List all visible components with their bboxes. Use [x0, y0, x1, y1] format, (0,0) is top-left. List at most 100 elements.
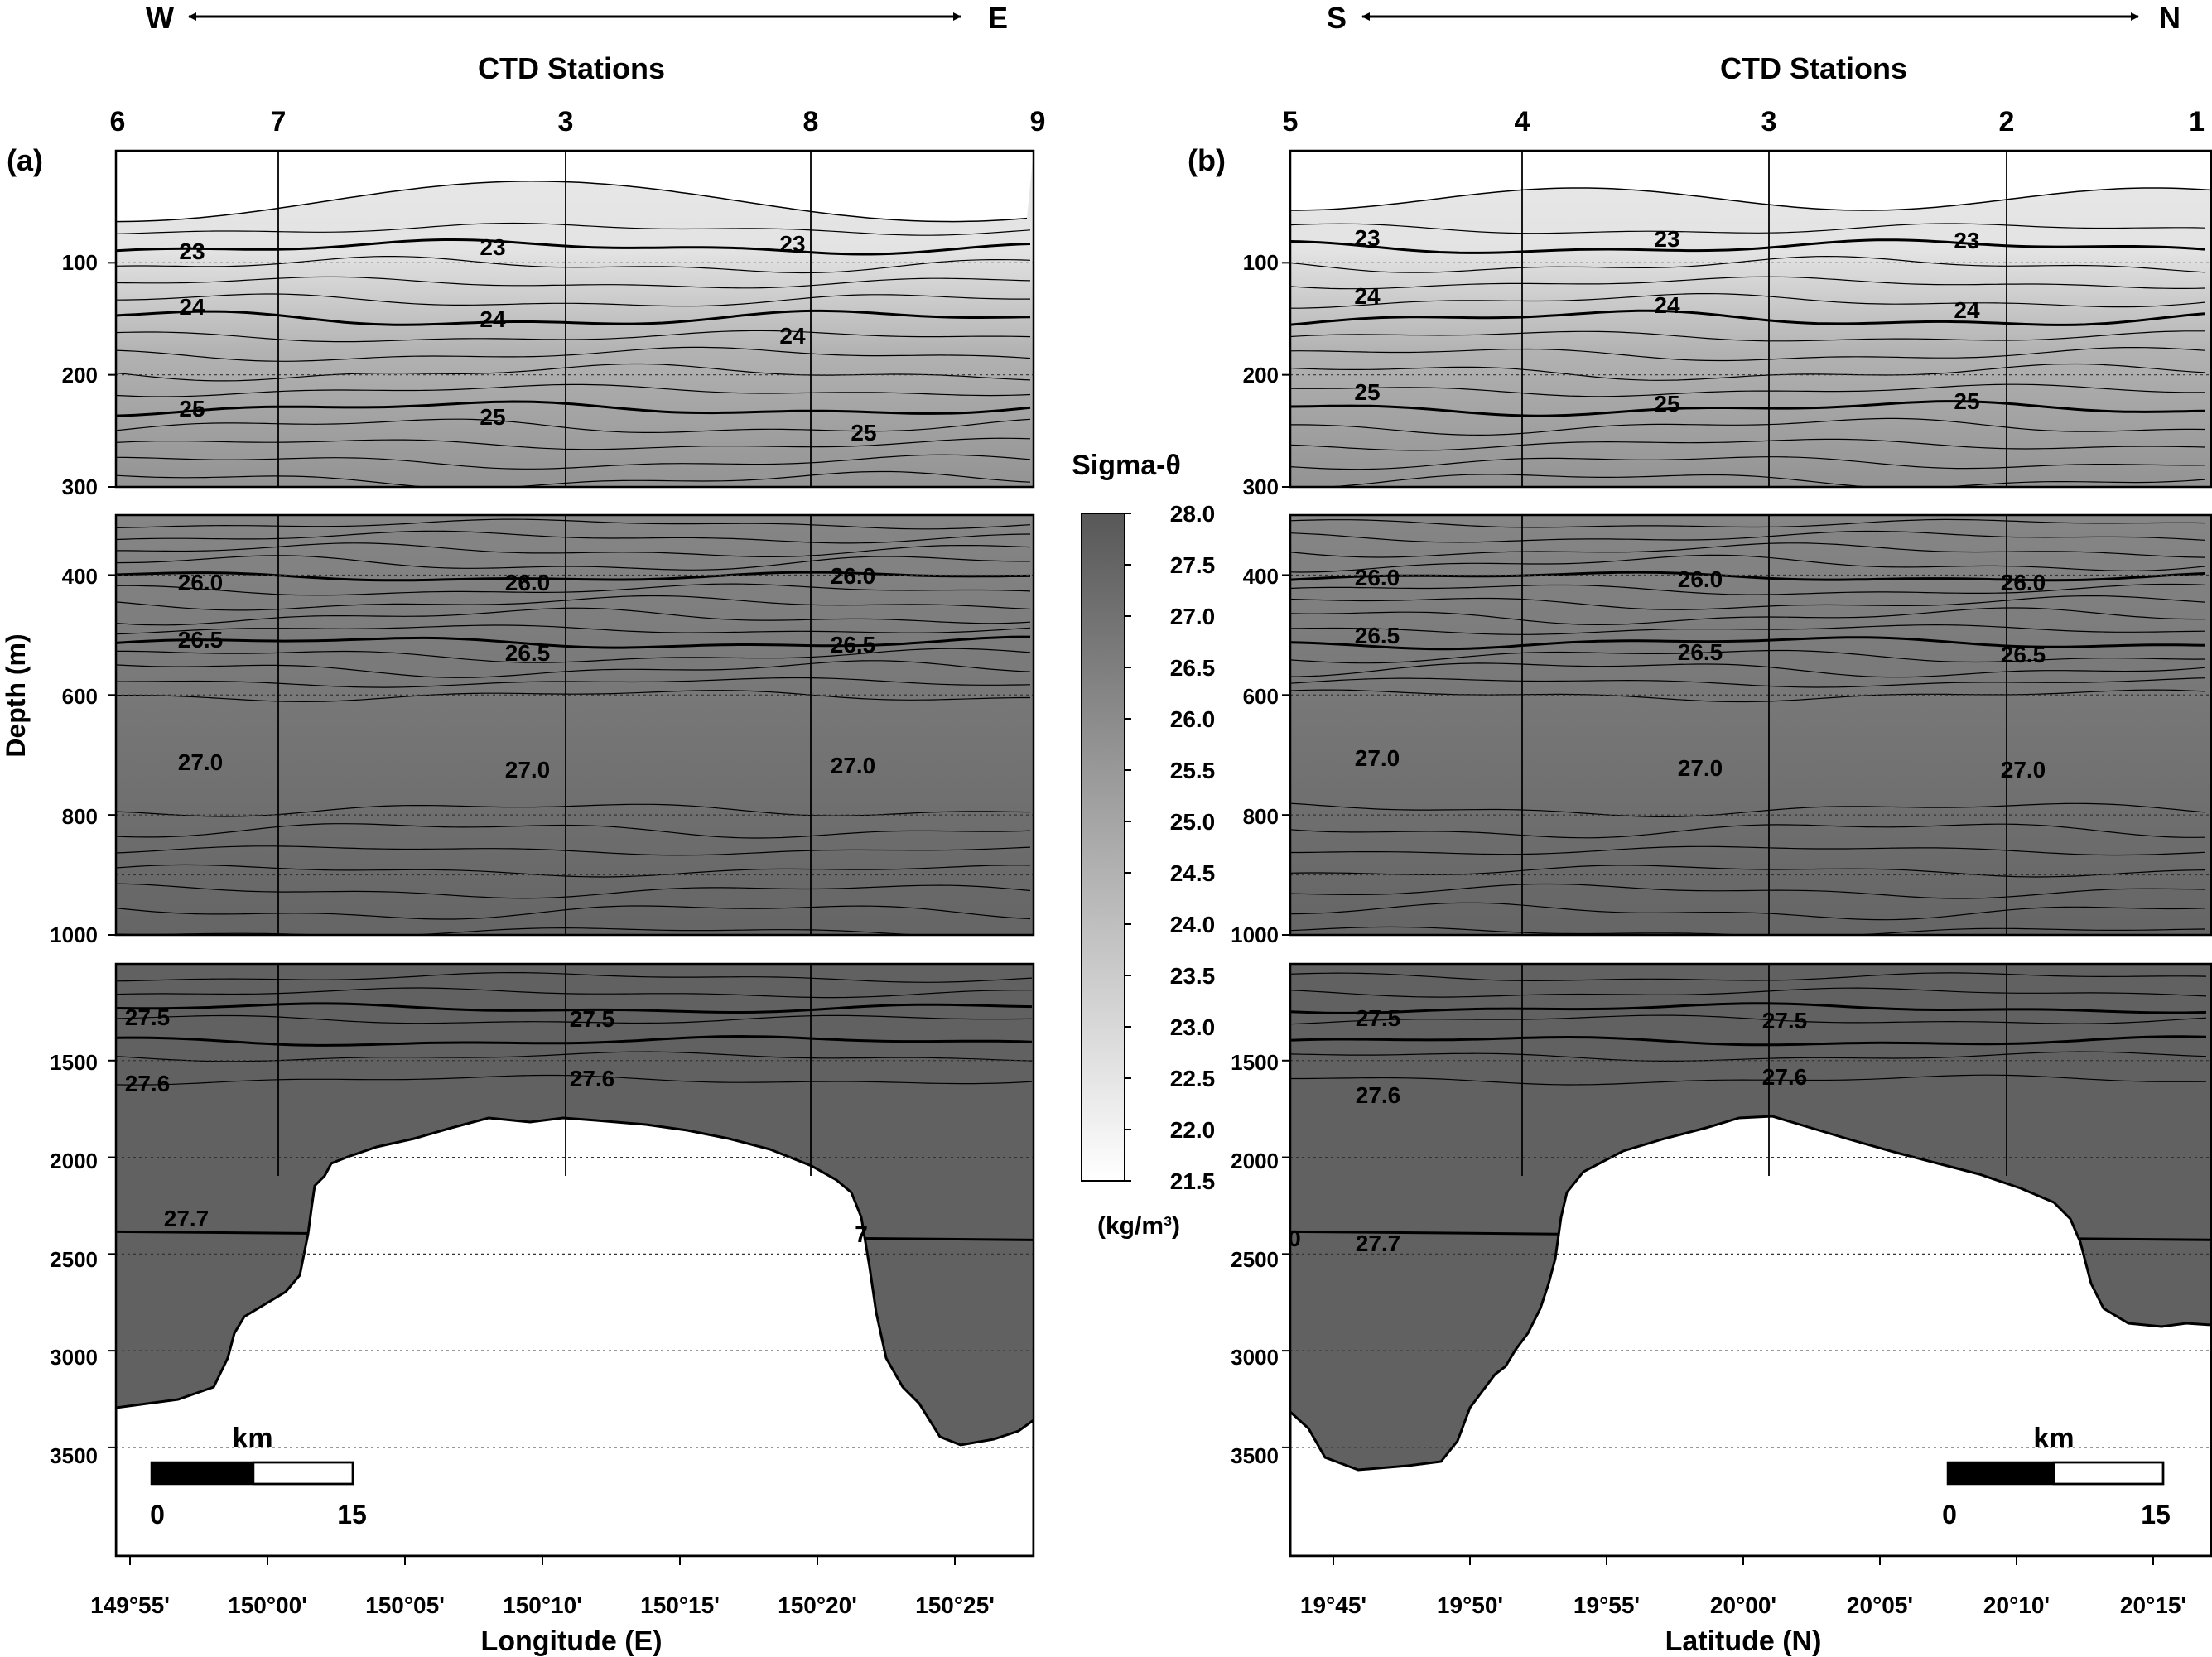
colorbar-tick: 25.5	[1170, 758, 1216, 783]
colorbar-gradient	[1081, 513, 1125, 1182]
isopycnal-line	[116, 492, 1030, 504]
scale-bar-min: 0	[150, 1500, 165, 1529]
axes-frame	[114, 513, 1035, 937]
middle-fill	[1290, 515, 2211, 935]
isopycnal-line	[116, 346, 1031, 362]
surface-mask	[116, 151, 1034, 222]
isopycnal-line	[116, 595, 1031, 611]
direction-right-a: E	[988, 1, 1008, 35]
isopycnal-line	[116, 845, 1031, 856]
depth-tick: 3500	[1231, 1443, 1279, 1468]
direction-left-a: W	[146, 1, 174, 35]
deep-segment-a	[116, 964, 1034, 1556]
isopycnal-line	[116, 470, 1031, 487]
scale-bar-min: 0	[1942, 1500, 1957, 1529]
isopycnal-line	[116, 542, 1031, 557]
isopycnal-line	[116, 383, 1031, 397]
isopycnal-label: 26.5	[1678, 639, 1723, 665]
isopycnal-line	[1290, 571, 2205, 582]
isopycnal-label: 27.0	[178, 749, 224, 775]
isopycnal-line	[1290, 972, 2207, 982]
isopycnal-label: 27.6	[125, 1071, 171, 1096]
isopycnal-line	[1290, 309, 2205, 326]
isopycnal-line	[1290, 438, 2205, 451]
stations-title-b: CTD Stations	[1720, 51, 1907, 85]
station-label: 6	[110, 106, 126, 137]
y-axis-label: Depth (m)	[1, 633, 31, 757]
isopycnal-label: 27.6	[570, 1066, 615, 1091]
isopycnal-line	[116, 905, 1031, 920]
colorbar-tick: 26.5	[1170, 655, 1216, 681]
isopycnal-line	[1290, 518, 2205, 528]
colorbar-tick: 28.0	[1170, 501, 1216, 527]
x-tick: 19°45'	[1300, 1592, 1366, 1618]
isopycnal-label: 24	[1654, 292, 1680, 318]
station-label: 5	[1283, 106, 1299, 137]
isopycnal-line	[116, 555, 1030, 571]
depth-tick: 300	[1243, 474, 1279, 499]
isopycnal-line	[116, 181, 1028, 223]
colorbar-tick: 22.5	[1170, 1066, 1216, 1091]
isopycnal-line	[116, 1002, 1033, 1014]
x-tick: 19°55'	[1573, 1592, 1640, 1618]
isopycnal-label: 25	[851, 420, 876, 446]
isopycnal-line	[1290, 223, 2205, 234]
isopycnal-line	[1290, 255, 2205, 273]
isopycnal-line	[1290, 417, 2205, 436]
depth-tick: 100	[62, 250, 98, 275]
axes-frame	[1289, 149, 2212, 489]
depth-tick: 3500	[50, 1443, 98, 1468]
isopycnal-label: 24	[1354, 283, 1381, 309]
colorbar-tick: 21.5	[1170, 1168, 1216, 1194]
isopycnal-line	[1290, 383, 2205, 397]
panel-label-b: (b)	[1188, 143, 1226, 177]
upper-segment-b	[1290, 151, 2211, 504]
isopycnal-line	[116, 222, 1031, 236]
isopycnal-line	[1290, 347, 2205, 362]
isopycnal-line	[116, 583, 1031, 596]
isopycnal-line	[116, 648, 1031, 663]
depth-tick: 600	[1243, 684, 1279, 709]
isopycnal-label: 27.5	[125, 1004, 171, 1030]
isopycnal-line	[1290, 293, 2205, 309]
isopycnal-line	[1290, 883, 2205, 899]
isopycnal-label: 27.0	[1355, 745, 1400, 771]
isopycnal-line	[1290, 363, 2205, 381]
depth-tick: 800	[62, 804, 98, 829]
isopycnal-line	[1290, 845, 2205, 856]
isopycnal-line	[1290, 583, 2205, 595]
colorbar-ticks: 28.0 27.5 27.0 26.5 26.0 25.5 25.0 24.5 …	[1170, 501, 1216, 1194]
isopycnal-label: 27.5	[570, 1006, 615, 1032]
depth-tick: 1000	[50, 922, 98, 947]
x-axis-label-b: Latitude (N)	[1665, 1626, 1822, 1657]
depth-tick: 2000	[50, 1149, 98, 1173]
station-label: 9	[1030, 106, 1046, 137]
isopycnal-label: 26.0	[2001, 570, 2046, 595]
isopycnal-line	[1290, 902, 2205, 921]
isopycnal-label: 23	[1954, 228, 1979, 253]
isopycnal-line	[116, 238, 1031, 256]
colorbar-tick: 22.0	[1170, 1117, 1216, 1143]
isopycnal-line	[1290, 494, 2205, 504]
isopycnal-line	[1290, 823, 2205, 839]
depth-tick: 2500	[1231, 1247, 1279, 1272]
isopycnal-line	[1290, 926, 2205, 935]
axes-frame	[1289, 962, 2212, 1558]
x-tick: 150°00'	[228, 1592, 307, 1618]
x-tick: 20°00'	[1710, 1592, 1776, 1618]
isopycnal-label: 26.5	[2001, 642, 2046, 667]
isopycnal-label: 26.5	[831, 632, 876, 658]
depth-tick: 3000	[50, 1345, 98, 1370]
x-tick: 20°10'	[1983, 1592, 2050, 1618]
scale-bar-max: 15	[337, 1500, 367, 1529]
isopycnal-label: 26.5	[1355, 623, 1400, 648]
depth-tick: 400	[62, 564, 98, 589]
isopycnal-line	[1290, 276, 2205, 290]
isopycnal-line	[116, 454, 1031, 470]
isopycnal-line	[116, 864, 1031, 878]
isopycnal-line	[1290, 530, 2205, 543]
scale-bar-max: 15	[2141, 1500, 2171, 1529]
isopycnal-label: 26.0	[505, 570, 551, 595]
isopycnal-line	[1290, 1035, 2207, 1047]
